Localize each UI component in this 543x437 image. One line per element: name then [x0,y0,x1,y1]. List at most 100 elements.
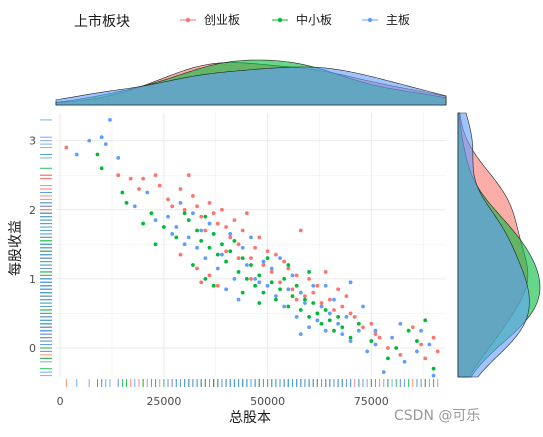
scatter-point [423,318,428,323]
scatter-point [186,218,191,223]
scatter-point [211,232,216,236]
scatter-point [257,273,262,278]
scatter-point [124,200,129,205]
scatter-point [352,314,357,319]
scatter-point [240,290,245,295]
scatter-point [145,190,150,195]
y-tick-label: 3 [29,135,36,148]
scatter-point [431,366,436,371]
scatter-point [153,173,158,178]
right-marginal-density [457,112,541,378]
scatter-point [390,335,394,340]
top-density-area [55,66,447,106]
scatter-point [244,276,249,281]
scatter-point [116,156,121,160]
scatter-point [398,321,403,326]
scatter-point [273,297,278,302]
scatter-point [323,283,328,288]
scatter-point [290,273,295,278]
scatter-point [419,342,424,347]
y-tick-label: 2 [29,204,36,217]
scatter-point [224,249,229,254]
scatter-point [344,294,349,299]
scatter-point [419,328,424,333]
scatter-point [294,283,299,288]
scatter-point [344,314,349,319]
scatter-point [215,283,220,288]
scatter-point [224,259,229,264]
scatter-point [232,238,237,243]
scatter-point [423,356,428,361]
scatter-point [232,276,237,281]
scatter-point [327,311,332,316]
scatter-point [215,221,220,226]
scatter-point [282,304,287,309]
scatter-point [224,287,229,292]
scatter-point [303,297,307,302]
scatter-point [298,332,303,337]
scatter-point [323,328,328,333]
scatter-point [261,290,266,295]
scatter-point [311,290,316,295]
scatter-point [298,290,303,295]
scatter-point [356,328,361,333]
scatter-point [137,187,141,191]
scatter-point [228,249,233,254]
scatter-point [141,176,146,181]
scatter-point [195,266,199,271]
scatter-points [64,118,440,378]
scatter-point [99,166,104,171]
scatter-point [348,280,353,285]
scatter-point [327,297,332,302]
scatter-point [211,211,216,216]
scatter-point [361,325,365,330]
scatter-point [373,342,378,347]
scatter-point [315,311,320,316]
scatter-point [199,280,204,285]
scatter-point [228,235,233,240]
legend-label: 创业板 [204,13,240,27]
y-tick-label: 0 [29,342,36,355]
legend-title: 上市板块 [74,13,130,30]
scatter-point [232,218,237,223]
scatter-point [286,304,291,309]
scatter-point [207,273,212,278]
scatter-point [249,276,253,281]
rug-marks [40,119,439,387]
scatter-point [265,256,270,261]
scatter-point [116,173,121,178]
scatter-point [128,176,133,181]
scatter-point [178,200,183,205]
y-tick-label: 1 [29,273,36,286]
scatter-point [99,135,104,140]
scatter-point [386,356,390,361]
scatter-point [182,207,187,212]
scatter-point [332,297,336,302]
scatter-point [257,235,262,240]
scatter-point [303,294,307,299]
scatter-point [240,228,245,233]
y-axis-title: 每股收益 [8,220,24,276]
scatter-point [286,287,291,292]
grid [56,113,446,377]
scatter-point [332,308,336,312]
scatter-point [282,276,287,281]
x-tick-label: 75000 [354,395,389,408]
scatter-point [269,280,274,285]
scatter-point [166,197,170,202]
scatter-point [273,252,278,257]
scatter-point [278,280,282,285]
scatter-point [431,335,436,340]
scatter-point [273,294,278,299]
scatter-point [319,321,324,326]
scatter-point [182,211,187,216]
scatter-point [307,276,311,281]
scatter-point [132,204,137,209]
scatter-point [286,266,291,271]
scatter-point [236,270,241,274]
scatter-point [286,263,291,267]
scatter-point [315,318,320,323]
scatter-point [166,214,170,219]
scatter-point [361,304,365,309]
scatter-point [336,287,341,292]
